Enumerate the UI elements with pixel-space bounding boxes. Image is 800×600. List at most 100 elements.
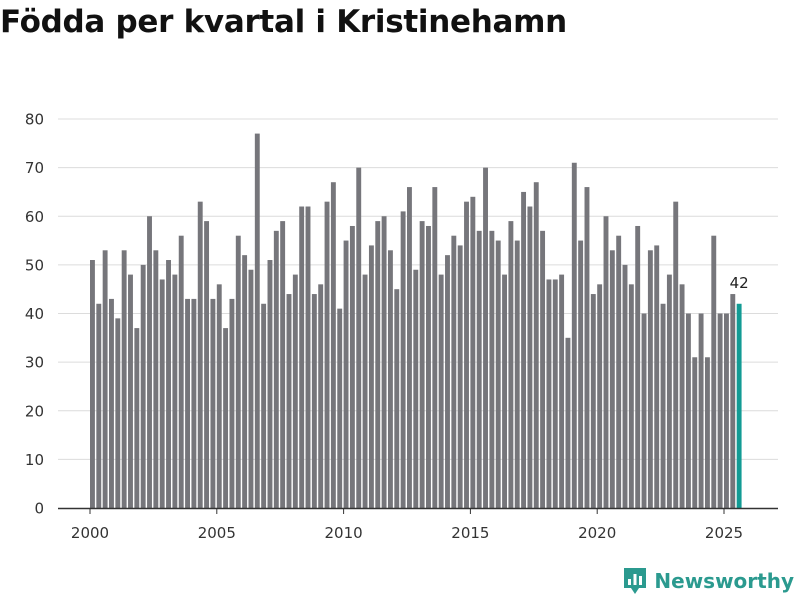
- bar: [451, 235, 457, 508]
- bar: [242, 255, 248, 508]
- x-tick-label: 2015: [451, 524, 489, 542]
- bar: [470, 196, 476, 509]
- bar: [419, 221, 425, 509]
- y-tick-label: 30: [25, 354, 44, 372]
- bar: [210, 298, 216, 508]
- bar: [597, 284, 603, 508]
- bar: [407, 187, 412, 508]
- y-tick-label: 10: [25, 451, 44, 469]
- bar: [134, 328, 140, 508]
- last-value-label: 42: [730, 274, 749, 292]
- chart-title: Födda per kvartal i Kristinehamn: [0, 4, 567, 40]
- bar: [115, 318, 121, 508]
- annotations: 42: [730, 274, 749, 292]
- bar: [666, 274, 672, 508]
- x-tick-label: 2020: [578, 524, 616, 542]
- bar: [140, 264, 146, 509]
- bar: [432, 187, 438, 508]
- bar: [476, 230, 482, 508]
- bar: [698, 313, 704, 508]
- bar: [724, 313, 729, 508]
- bar: [305, 206, 311, 508]
- bar: [286, 294, 292, 508]
- bar: [102, 250, 108, 509]
- bar: [204, 221, 210, 509]
- bar: [616, 235, 622, 508]
- bar: [96, 303, 102, 508]
- bar: [445, 255, 450, 508]
- bar: [540, 230, 546, 508]
- newsworthy-logo-text: Newsworthy: [654, 569, 794, 593]
- bar: [489, 230, 495, 508]
- bar: [318, 284, 324, 508]
- y-tick-label: 70: [25, 159, 44, 177]
- bar: [311, 294, 317, 508]
- bar: [197, 201, 203, 508]
- bar: [711, 235, 717, 508]
- bar: [229, 298, 235, 508]
- bar: [185, 298, 190, 508]
- bar: [343, 240, 349, 508]
- bar: [235, 235, 241, 508]
- bar: [527, 206, 533, 508]
- newsworthy-logo: Newsworthy: [622, 566, 794, 596]
- bar: [166, 260, 171, 508]
- bar: [546, 279, 552, 508]
- bars: [90, 133, 742, 509]
- bar: [578, 240, 584, 508]
- bar: [514, 240, 520, 508]
- x-axis: 2000 2005 2010 2015 2020 2025: [58, 507, 778, 542]
- bar: [508, 221, 514, 509]
- bar: [609, 250, 615, 509]
- bar: [330, 182, 336, 508]
- bar: [730, 294, 736, 508]
- bar: [673, 201, 679, 508]
- bar: [692, 357, 698, 508]
- bar: [299, 206, 305, 508]
- y-tick-label: 80: [25, 111, 44, 129]
- bar: [660, 303, 666, 508]
- bar: [413, 269, 419, 508]
- bar: [172, 274, 178, 508]
- y-tick-label: 50: [25, 256, 44, 274]
- bar: [362, 274, 368, 508]
- x-tick-label: 2005: [198, 524, 236, 542]
- y-tick-label: 0: [34, 500, 44, 518]
- bar: [641, 313, 647, 508]
- bar: [464, 201, 469, 508]
- bar: [381, 216, 387, 508]
- bar: [438, 274, 444, 508]
- bar: [337, 308, 343, 508]
- bar: [178, 235, 184, 508]
- bar: [584, 187, 590, 508]
- bar: [261, 303, 267, 508]
- bar: [324, 201, 330, 508]
- bar: [292, 274, 298, 508]
- bar: [552, 279, 558, 508]
- bar: [356, 167, 362, 509]
- bar: [483, 167, 488, 509]
- bar: [704, 357, 710, 508]
- x-tick-label: 2010: [325, 524, 363, 542]
- bar: [521, 191, 527, 508]
- y-tick-label: 40: [25, 305, 44, 323]
- bar: [457, 245, 463, 509]
- bar: [495, 240, 501, 508]
- bar: [223, 328, 229, 508]
- y-axis-labels: 0 10 20 30 40 50 60 70 80: [25, 111, 44, 518]
- bar: [628, 284, 634, 508]
- bar: [349, 225, 355, 509]
- bar: [273, 230, 279, 508]
- x-tick-label: 2000: [71, 524, 109, 542]
- bar: [590, 294, 596, 508]
- bar: [128, 274, 133, 508]
- bar: [559, 274, 565, 508]
- bar: [603, 216, 609, 508]
- bar: [533, 182, 539, 508]
- y-tick-label: 20: [25, 402, 44, 420]
- bar: [280, 221, 286, 509]
- bar: [679, 284, 685, 508]
- x-tick-label: 2025: [705, 524, 743, 542]
- bar: [717, 313, 723, 508]
